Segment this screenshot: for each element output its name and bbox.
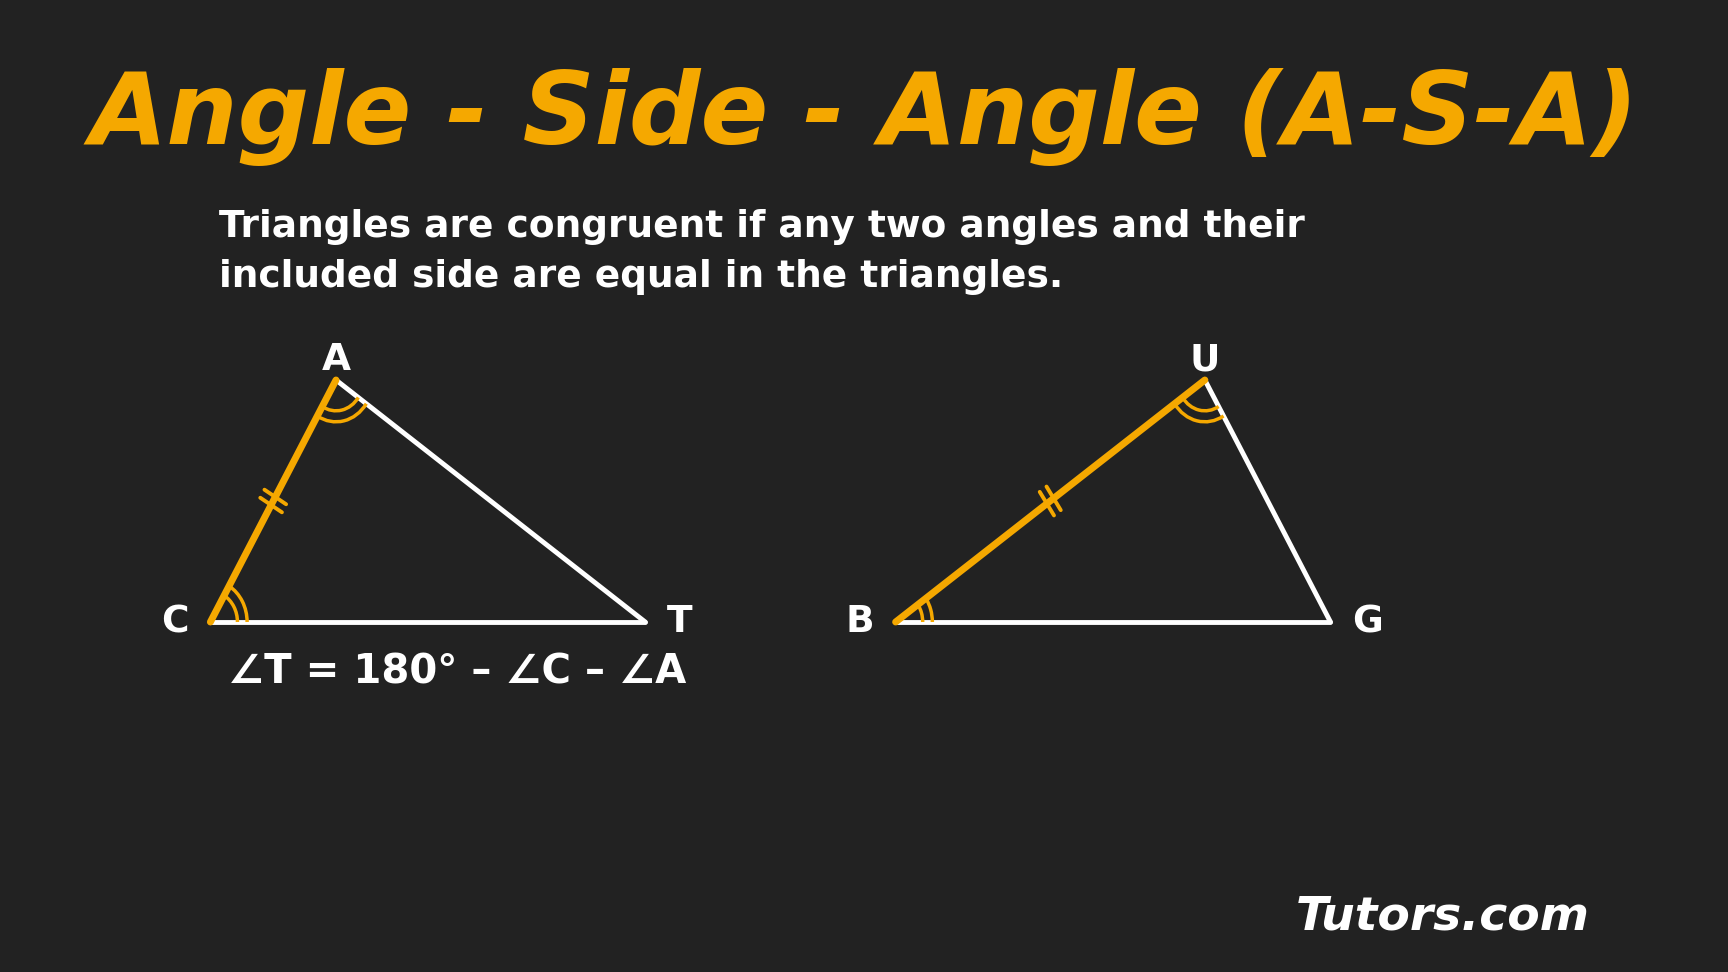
Text: T: T: [667, 604, 693, 640]
Text: A: A: [321, 342, 351, 378]
Text: U: U: [1189, 342, 1220, 378]
Text: Angle - Side - Angle (A-S-A): Angle - Side - Angle (A-S-A): [90, 68, 1638, 166]
Text: B: B: [845, 604, 874, 640]
Text: C: C: [162, 604, 188, 640]
Text: G: G: [1351, 604, 1382, 640]
Text: Tutors.com: Tutors.com: [1296, 894, 1590, 940]
Text: Triangles are congruent if any two angles and their: Triangles are congruent if any two angle…: [219, 209, 1305, 245]
Text: ∠T = 180° – ∠C – ∠A: ∠T = 180° – ∠C – ∠A: [228, 652, 686, 692]
Text: included side are equal in the triangles.: included side are equal in the triangles…: [219, 259, 1063, 295]
